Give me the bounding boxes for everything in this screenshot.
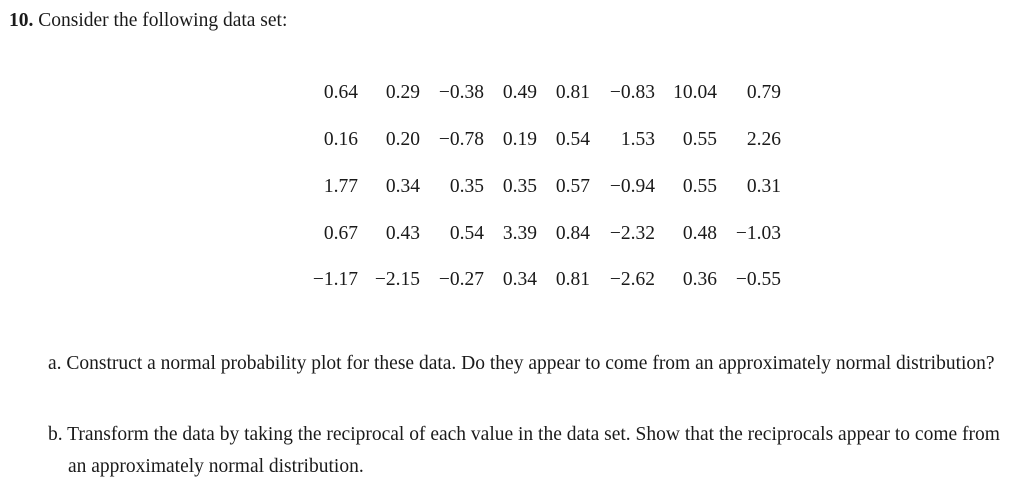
data-value: 0.43 [385,223,420,244]
data-value: 0.67 [323,223,358,244]
data-value: −0.94 [609,176,655,197]
data-value: 0.34 [502,269,537,290]
data-value: −2.32 [609,223,655,244]
data-row: 0.16 0.20 −0.78 0.19 0.54 1.53 0.55 2.26 [0,127,1030,153]
data-value: 0.81 [555,82,590,103]
data-row: 1.77 0.34 0.35 0.35 0.57 −0.94 0.55 0.31 [0,174,1030,200]
data-value: 0.19 [502,129,537,150]
data-value: 0.48 [682,223,717,244]
data-value: 0.84 [555,223,590,244]
part-b-text: Transform the data by taking the recipro… [67,424,1000,477]
data-value: −0.27 [438,269,484,290]
data-value: 0.20 [385,129,420,150]
data-value: 0.31 [746,176,781,197]
data-value: −1.17 [312,269,358,290]
data-value: 1.77 [323,176,358,197]
data-value: 3.39 [502,223,537,244]
data-value: 0.16 [323,129,358,150]
data-value: 0.55 [682,129,717,150]
data-value: 0.79 [746,82,781,103]
data-value: 0.35 [449,176,484,197]
data-value: 0.54 [449,223,484,244]
problem-number: 10. [9,10,34,31]
data-value: 0.49 [502,82,537,103]
data-value: −0.78 [438,129,484,150]
data-value: −0.38 [438,82,484,103]
data-value: 2.26 [746,129,781,150]
part-b-label: b. [48,424,63,445]
data-row: 0.64 0.29 −0.38 0.49 0.81 −0.83 10.04 0.79 [0,80,1030,106]
data-value: −1.03 [735,223,781,244]
data-value: 1.53 [620,129,655,150]
problem-header: 10. Consider the following data set: [9,8,287,34]
data-value: 0.34 [385,176,420,197]
data-value: 0.35 [502,176,537,197]
problem-prompt: Consider the following data set: [38,10,288,31]
data-value: 0.36 [682,269,717,290]
part-a-text: Construct a normal probability plot for … [66,353,995,374]
data-table: 0.64 0.29 −0.38 0.49 0.81 −0.83 10.04 0.79 0.16 0… [0,80,1030,293]
data-row: 0.67 0.43 0.54 3.39 0.84 −2.32 0.48 −1.03 [0,221,1030,247]
data-value: −2.62 [609,269,655,290]
data-value: −0.55 [735,269,781,290]
data-value: 0.64 [323,82,358,103]
data-value: 0.29 [385,82,420,103]
part-a-label: a. [48,353,62,374]
part-b: b. Transform the data by taking the reci… [48,419,1018,483]
data-value: 0.57 [555,176,590,197]
data-value: 0.54 [555,129,590,150]
data-value: 0.55 [682,176,717,197]
data-value: 0.81 [555,269,590,290]
data-value: −2.15 [374,269,420,290]
data-value: 10.04 [673,82,717,103]
part-a: a. Construct a normal probability plot f… [48,348,1018,380]
data-value: −0.83 [609,82,655,103]
data-row: −1.17 −2.15 −0.27 0.34 0.81 −2.62 0.36 −0.55 [0,267,1030,293]
